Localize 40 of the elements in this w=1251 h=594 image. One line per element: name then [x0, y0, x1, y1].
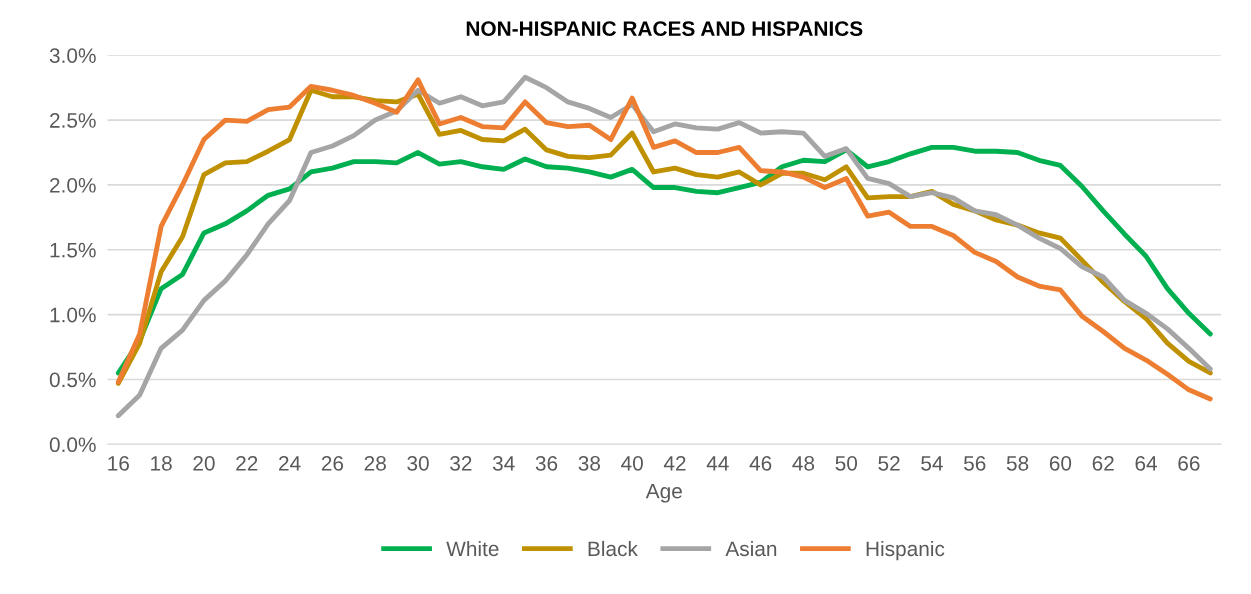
x-tick-label: 56 [963, 455, 986, 471]
y-tick-label: 3.0% [49, 48, 96, 63]
legend-label: Asian [725, 540, 777, 557]
x-tick-label: 52 [878, 455, 900, 471]
x-tick-label: 46 [749, 455, 772, 471]
x-tick-label: 38 [578, 455, 601, 471]
y-tick-label: 1.0% [50, 307, 96, 323]
x-tick-label: 20 [193, 455, 215, 471]
x-tick-label: 66 [1178, 455, 1200, 471]
x-tick-label: 64 [1135, 455, 1158, 471]
x-tick-label: 42 [663, 455, 686, 471]
y-tick-label: 0.5% [49, 372, 96, 388]
chart-title: NON-HISPANIC RACES AND HISPANICS [466, 21, 863, 36]
x-tick-label: 50 [835, 455, 858, 471]
x-tick-label: 62 [1092, 455, 1114, 471]
x-tick-label: 16 [108, 455, 129, 471]
x-tick-label: 60 [1049, 455, 1072, 471]
x-tick-label: 34 [492, 455, 515, 471]
x-tick-label: 54 [921, 456, 943, 471]
x-tick-label: 18 [151, 455, 172, 471]
y-tick-label: 2.0% [50, 177, 96, 193]
y-tick-label: 1.5% [50, 242, 96, 258]
x-tick-label: 44 [706, 456, 729, 471]
y-tick-label: 0.0% [49, 437, 96, 453]
legend-label: White [446, 540, 499, 557]
x-tick-label: 30 [407, 455, 429, 471]
x-tick-label: 24 [279, 455, 301, 471]
x-tick-label: 32 [450, 455, 472, 471]
x-tick-label: 26 [321, 455, 344, 471]
x-tick-label: 36 [535, 455, 558, 471]
legend-label: Hispanic [866, 540, 945, 561]
x-tick-label: 28 [364, 455, 386, 471]
legend-label: Black [588, 540, 638, 557]
y-tick-label: 2.5% [50, 113, 96, 128]
x-tick-label: 40 [621, 455, 643, 471]
x-axis-title: Age [645, 483, 682, 503]
line-series [115, 144, 1213, 376]
x-tick-label: 48 [792, 455, 815, 471]
x-tick-label: 58 [1006, 455, 1029, 471]
x-tick-label: 22 [236, 455, 258, 471]
